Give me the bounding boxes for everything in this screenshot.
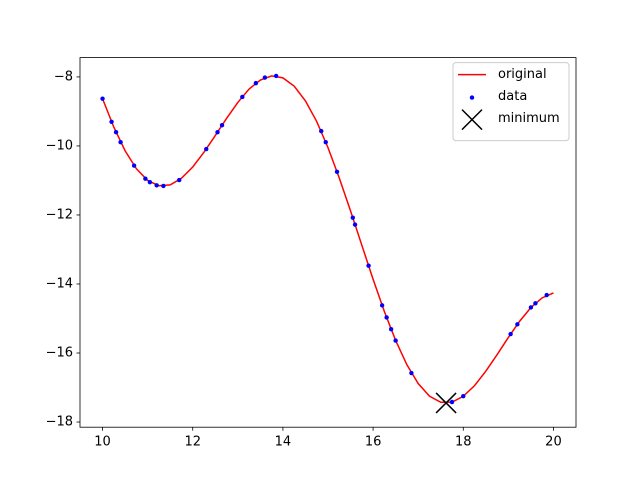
point [154, 183, 159, 188]
point [393, 338, 398, 343]
point [273, 73, 279, 79]
point [515, 322, 520, 327]
point [143, 176, 148, 181]
legend-swatch [469, 95, 475, 100]
point [528, 305, 534, 310]
x-tick-label: 10 [94, 435, 111, 450]
point [131, 163, 137, 168]
x-tick-label: 18 [455, 435, 472, 450]
point [449, 399, 455, 405]
point [508, 331, 513, 337]
legend-frame [452, 62, 570, 142]
x-tick-label: 20 [545, 435, 562, 450]
y-tick-label: −8 [54, 69, 73, 84]
point [319, 128, 324, 134]
x-tick-label: 16 [365, 435, 382, 450]
legend-swatch [461, 109, 483, 131]
y-tick-label: −12 [46, 207, 73, 222]
point [113, 129, 119, 135]
y-tick-label: −16 [46, 346, 73, 361]
point [409, 370, 414, 376]
point [544, 292, 549, 298]
y-tick-label: −10 [46, 138, 73, 153]
point [533, 301, 538, 306]
point [262, 75, 268, 80]
point [334, 169, 340, 175]
point [366, 263, 371, 268]
point [161, 183, 166, 189]
point [350, 215, 355, 220]
y-tick-label: −18 [46, 415, 73, 430]
point [379, 303, 385, 308]
legend-label: original [498, 67, 547, 82]
point [204, 146, 209, 152]
legend-label: data [498, 89, 527, 104]
y-tick-label: −14 [46, 276, 73, 291]
point [388, 326, 394, 332]
legend-label: minimum [498, 111, 560, 126]
point [215, 129, 220, 135]
point [147, 179, 153, 185]
point [323, 139, 328, 145]
x-tick-label: 12 [184, 435, 201, 450]
point [177, 177, 182, 183]
point [100, 96, 105, 101]
x-tick-label: 14 [275, 435, 292, 450]
minimum-marker [435, 392, 457, 414]
point [384, 315, 389, 320]
point [253, 80, 259, 86]
point [109, 119, 114, 124]
point [219, 123, 225, 128]
point [240, 94, 245, 100]
point [352, 222, 358, 227]
axes-frame [79, 57, 577, 428]
point [118, 139, 123, 145]
point [461, 393, 466, 399]
